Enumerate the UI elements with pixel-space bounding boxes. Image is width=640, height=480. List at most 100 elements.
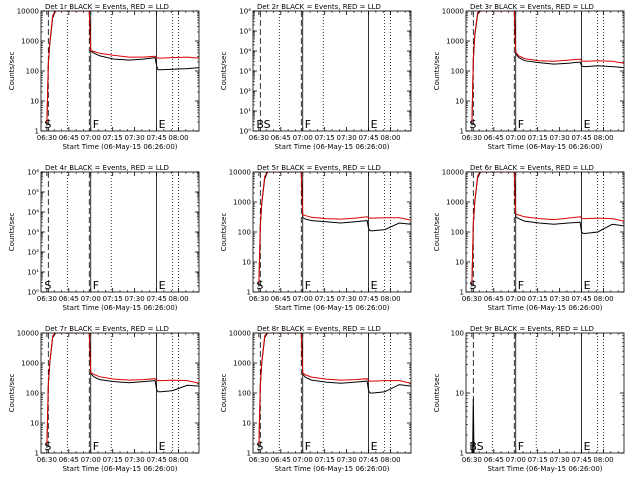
xtick-label: 07:00 (506, 456, 526, 464)
flare-label: F (93, 440, 99, 453)
xtick-label: 07:45 (358, 295, 378, 303)
ytick-label: 10000 (229, 330, 251, 338)
series-line-events (258, 172, 411, 287)
panel-title: Det 2r BLACK = Events, RED = LLD (257, 3, 381, 11)
xtick-label: 07:15 (315, 134, 335, 142)
ytick-label: 10⁴ (239, 48, 251, 56)
xtick-label: 06:45 (271, 456, 291, 464)
xtick-label: 06:30 (462, 456, 482, 464)
ytick-label: 10⁰ (239, 128, 251, 136)
panel-title: Det 5r BLACK = Events, RED = LLD (257, 164, 381, 172)
y-axis-label: Counts/sec (8, 374, 16, 413)
xtick-label: 07:45 (571, 134, 591, 142)
flare-label: F (305, 279, 311, 292)
xtick-label: 07:45 (571, 295, 591, 303)
xtick-label: 06:45 (271, 295, 291, 303)
ytick-label: 1 (460, 450, 464, 458)
y-axis-label: Counts/sec (220, 52, 228, 91)
xtick-label: 07:00 (81, 134, 101, 142)
xtick-label: 08:00 (380, 295, 400, 303)
ytick-label: 10 (242, 420, 251, 428)
ytick-label: 1 (460, 289, 464, 297)
flare-label: F (518, 440, 524, 453)
y-axis-label: Counts/sec (8, 213, 16, 252)
flare-label: F (93, 118, 99, 131)
ytick-label: 10 (30, 98, 39, 106)
ytick-label: 10⁴ (27, 209, 39, 217)
xtick-label: 06:45 (484, 456, 504, 464)
x-axis-label: Start Time (06-May-15 06:26:00) (487, 304, 602, 312)
xtick-label: 06:45 (271, 134, 291, 142)
xtick-label: 07:15 (528, 456, 548, 464)
flare-label: F (93, 279, 99, 292)
y-axis-label: Counts/sec (433, 213, 441, 252)
ytick-label: 10¹ (239, 108, 251, 116)
ytick-label: 1000 (446, 199, 464, 207)
ytick-label: 1 (35, 128, 39, 136)
plot-frame (40, 10, 200, 132)
x-axis-label: Start Time (06-May-15 06:26:00) (274, 143, 389, 151)
panel-det-1: Det 1r BLACK = Events, RED = LLD S F E 1 10 10… (8, 3, 200, 151)
start-label: S (256, 279, 263, 292)
series-line-events (258, 333, 411, 448)
xtick-label: 07:30 (125, 456, 145, 464)
xtick-label: 07:45 (146, 295, 166, 303)
plot-frame (465, 10, 625, 132)
end-label: E (584, 279, 591, 292)
series-group (46, 333, 199, 448)
xtick-label: 07:15 (315, 456, 335, 464)
ytick-label: 10⁶ (239, 8, 251, 16)
y-axis-label: Counts/sec (220, 213, 228, 252)
plot-frame (252, 171, 412, 293)
xtick-label: 07:45 (146, 456, 166, 464)
ytick-label: 10⁵ (27, 189, 39, 197)
xtick-label: 08:00 (380, 456, 400, 464)
ytick-label: 10³ (27, 229, 39, 237)
xtick-label: 07:30 (550, 295, 570, 303)
series-group (471, 398, 475, 453)
series-line-events (46, 11, 199, 126)
end-label: E (584, 440, 591, 453)
xtick-label: 07:15 (103, 295, 123, 303)
series-group (46, 11, 199, 126)
panel-det-4: Det 4r BLACK = Events, RED = LLD S F E 10⁰ 10… (8, 164, 200, 312)
x-axis-label: Start Time (06-May-15 06:26:00) (62, 465, 177, 473)
xtick-label: 06:30 (249, 295, 269, 303)
xtick-label: 07:45 (358, 456, 378, 464)
xtick-label: 08:00 (593, 456, 613, 464)
xtick-label: 08:00 (168, 134, 188, 142)
xtick-label: 07:45 (146, 134, 166, 142)
ytick-label: 1000 (21, 38, 39, 46)
xtick-label: 06:45 (484, 295, 504, 303)
series-line-events (471, 172, 624, 287)
ytick-label: 10000 (442, 8, 464, 16)
flare-label: F (305, 118, 311, 131)
ytick-label: 10² (27, 249, 39, 257)
y-axis-label: Counts/sec (220, 374, 228, 413)
start-label: BS (256, 118, 270, 131)
xtick-label: 07:00 (293, 134, 313, 142)
ytick-label: 10 (30, 420, 39, 428)
xtick-label: 06:30 (462, 295, 482, 303)
end-label: E (159, 440, 166, 453)
xtick-label: 06:30 (249, 456, 269, 464)
xtick-label: 06:30 (462, 134, 482, 142)
x-axis-label: Start Time (06-May-15 06:26:00) (487, 143, 602, 151)
xtick-label: 06:45 (59, 134, 79, 142)
start-label: S (469, 279, 476, 292)
ytick-label: 10² (239, 88, 251, 96)
ytick-label: 1000 (233, 360, 251, 368)
y-axis-label: Counts/sec (8, 52, 16, 91)
ytick-label: 1000 (446, 38, 464, 46)
xtick-label: 06:30 (37, 295, 57, 303)
xtick-label: 07:45 (358, 134, 378, 142)
end-label: E (371, 279, 378, 292)
end-label: E (159, 279, 166, 292)
panel-title: Det 7r BLACK = Events, RED = LLD (45, 325, 169, 333)
panel-det-5: Det 5r BLACK = Events, RED = LLD S F E 1 10 10… (220, 164, 412, 312)
ytick-label: 10⁶ (27, 169, 39, 177)
plot-frame (252, 10, 412, 132)
xtick-label: 07:15 (103, 134, 123, 142)
